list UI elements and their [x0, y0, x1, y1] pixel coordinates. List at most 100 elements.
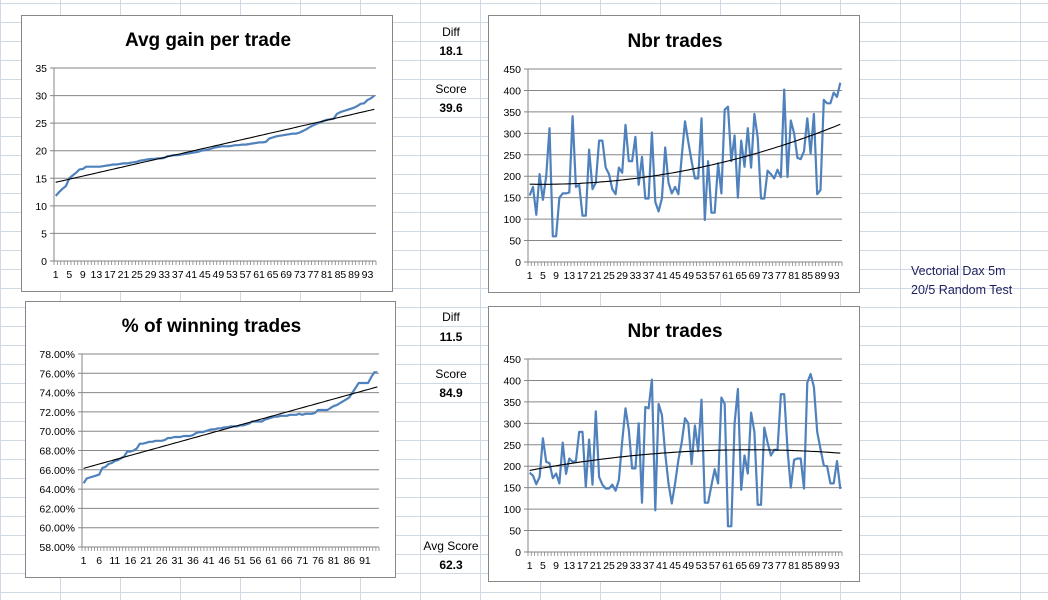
x-tick-label: 77 — [775, 560, 787, 572]
x-tick-label: 86 — [343, 555, 355, 567]
diff-value-bottom[interactable]: 11.5 — [439, 330, 463, 344]
diff-value-top[interactable]: 18.1 — [439, 44, 463, 58]
x-tick-label: 57 — [709, 270, 721, 282]
x-tick-label: 41 — [656, 270, 668, 282]
x-tick-label: 85 — [801, 560, 813, 572]
x-tick-label: 33 — [630, 560, 642, 572]
x-tick-label: 89 — [348, 269, 360, 281]
x-tick-label: 21 — [590, 270, 602, 282]
diff-label-top: Diff — [442, 25, 460, 39]
x-tick-label: 89 — [815, 270, 827, 282]
chart-nbr-trades-top[interactable]: Nbr trades 0 50 100 150 200 250 300 350 400 450 1 5 9… — [488, 15, 860, 293]
x-tick-label: 65 — [267, 269, 279, 281]
avg-score-label: Avg Score — [423, 539, 479, 553]
x-tick-label: 1 — [53, 269, 59, 281]
x-tick-label: 81 — [321, 269, 333, 281]
x-tick-label: 37 — [643, 560, 655, 572]
series-line[interactable] — [528, 82, 842, 238]
x-tick-label: 17 — [577, 560, 589, 572]
note-line-2[interactable]: 20/5 Random Test — [911, 283, 1013, 297]
y-tick-label: 0 — [515, 547, 521, 559]
y-tick-label: 400 — [503, 85, 521, 97]
x-tick-label: 49 — [682, 560, 694, 572]
x-tick-label: 6 — [96, 555, 102, 567]
chart-winning-trades[interactable]: % of winning trades 58.00% 60.00% 62.00% 64.… — [25, 301, 396, 578]
note-line-1[interactable]: Vectorial Dax 5m — [911, 264, 1006, 278]
x-tick-label: 61 — [722, 560, 734, 572]
x-tick-label: 29 — [616, 270, 628, 282]
x-tick-label: 81 — [788, 270, 800, 282]
chart-title: Nbr trades — [627, 31, 722, 52]
x-tick-label: 49 — [213, 269, 225, 281]
x-tick-label: 29 — [616, 560, 628, 572]
x-tick-label: 61 — [253, 269, 265, 281]
y-tick-label: 350 — [503, 397, 521, 409]
chart-avg-gain[interactable]: Avg gain per trade 0 5 10 15 20 25 30 35 1 5 9 13 17 2… — [21, 15, 393, 292]
x-tick-label: 9 — [553, 270, 559, 282]
x-tick-label: 45 — [199, 269, 211, 281]
x-tick-label: 51 — [234, 555, 246, 567]
y-tick-label: 350 — [503, 107, 521, 119]
y-tick-label: 25 — [35, 118, 47, 130]
y-tick-label: 200 — [503, 461, 521, 473]
x-tick-label: 69 — [749, 560, 761, 572]
x-tick-label: 57 — [240, 269, 252, 281]
x-tick-label: 73 — [762, 560, 774, 572]
x-tick-label: 77 — [775, 270, 787, 282]
x-tick-label: 33 — [630, 270, 642, 282]
trend-line — [529, 449, 841, 471]
x-tick-label: 21 — [140, 555, 152, 567]
y-tick-label: 0 — [41, 256, 47, 268]
score-value-top[interactable]: 39.6 — [439, 101, 463, 115]
y-tick-label: 300 — [503, 418, 521, 430]
x-tick-label: 31 — [172, 555, 184, 567]
y-tick-label: 450 — [503, 64, 521, 76]
x-tick-label: 53 — [226, 269, 238, 281]
x-tick-label: 65 — [735, 560, 747, 572]
y-tick-label: 78.00% — [39, 349, 75, 361]
x-tick-label: 89 — [815, 560, 827, 572]
x-tick-label: 85 — [335, 269, 347, 281]
x-tick-label: 49 — [682, 270, 694, 282]
x-tick-label: 5 — [540, 270, 546, 282]
y-tick-label: 100 — [503, 504, 521, 516]
y-tick-label: 0 — [515, 257, 521, 269]
x-tick-label: 13 — [563, 560, 575, 572]
x-tick-label: 21 — [118, 269, 130, 281]
y-tick-label: 250 — [503, 150, 521, 162]
series-line[interactable] — [528, 372, 842, 528]
y-tick-label: 150 — [503, 483, 521, 495]
x-tick-label: 1 — [527, 560, 533, 572]
avg-score-value[interactable]: 62.3 — [439, 558, 463, 572]
x-tick-label: 66 — [281, 555, 293, 567]
x-tick-label: 26 — [156, 555, 168, 567]
x-tick-label: 53 — [696, 270, 708, 282]
x-tick-label: 41 — [185, 269, 197, 281]
y-tick-label: 20 — [35, 146, 47, 158]
chart-nbr-trades-bottom[interactable]: Nbr trades 0 50 100 150 200 250 300 350 400 450 1 5 9… — [488, 306, 860, 582]
y-tick-label: 62.00% — [39, 503, 75, 515]
x-tick-label: 73 — [762, 270, 774, 282]
y-tick-label: 66.00% — [39, 465, 75, 477]
x-tick-label: 53 — [696, 560, 708, 572]
x-tick-label: 45 — [669, 560, 681, 572]
x-tick-label: 93 — [828, 270, 840, 282]
x-tick-label: 33 — [158, 269, 170, 281]
x-tick-label: 5 — [66, 269, 72, 281]
y-tick-label: 58.00% — [39, 542, 75, 554]
x-tick-label: 17 — [104, 269, 116, 281]
x-tick-label: 25 — [603, 560, 615, 572]
x-tick-label: 61 — [722, 270, 734, 282]
x-tick-label: 46 — [218, 555, 230, 567]
score-label-top: Score — [435, 82, 467, 96]
x-tick-label: 11 — [109, 555, 120, 567]
x-tick-label: 1 — [527, 270, 533, 282]
y-tick-label: 5 — [41, 228, 47, 240]
x-tick-label: 41 — [656, 560, 668, 572]
score-value-bottom[interactable]: 84.9 — [439, 386, 463, 400]
x-tick-label: 9 — [553, 560, 559, 572]
series-line[interactable] — [82, 371, 378, 484]
y-tick-label: 15 — [35, 173, 47, 185]
x-tick-label: 25 — [603, 270, 615, 282]
